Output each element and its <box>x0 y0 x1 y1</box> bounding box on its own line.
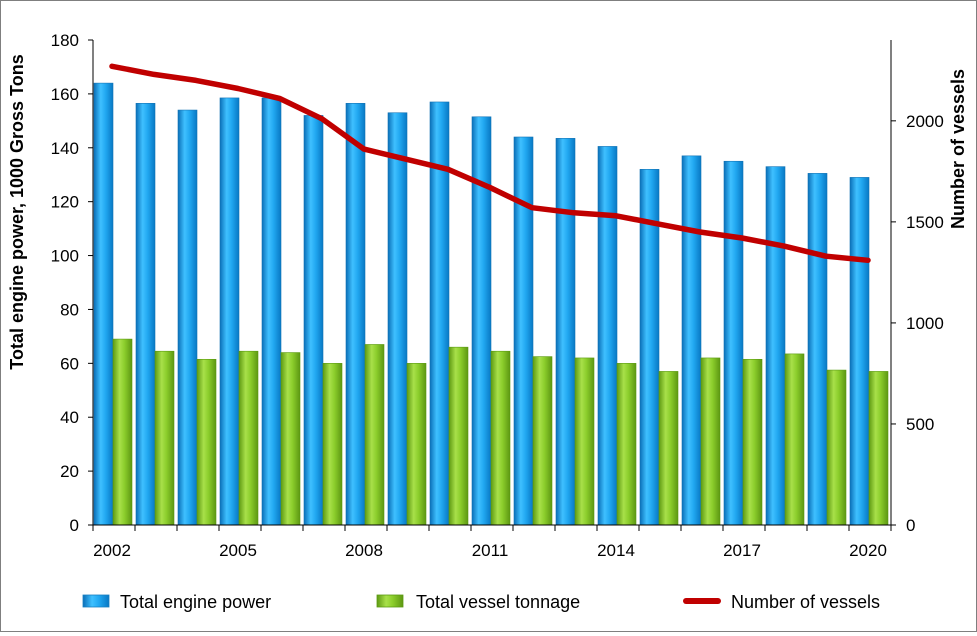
bar-total-engine-power <box>514 137 533 525</box>
bar-total-engine-power <box>598 146 617 525</box>
bar-total-engine-power <box>766 167 785 525</box>
y-axis-left-tick-label: 180 <box>51 31 79 50</box>
y-axis-left-tick-label: 160 <box>51 85 79 104</box>
bar-total-vessel-tonnage <box>701 358 720 525</box>
y-axis-left-tick-label: 20 <box>60 462 79 481</box>
legend-label-vessel-tonnage: Total vessel tonnage <box>416 592 580 612</box>
bar-total-vessel-tonnage <box>491 351 510 525</box>
bar-total-engine-power <box>304 115 323 525</box>
bar-total-engine-power <box>136 103 155 525</box>
bar-total-vessel-tonnage <box>323 363 342 525</box>
legend-swatch-engine-power <box>83 595 109 607</box>
y-axis-left-tick-label: 60 <box>60 354 79 373</box>
bar-total-engine-power <box>808 173 827 525</box>
bar-total-engine-power <box>388 113 407 525</box>
bar-total-vessel-tonnage <box>365 344 384 525</box>
bar-total-engine-power <box>682 156 701 525</box>
y-axis-left-tick-label: 120 <box>51 193 79 212</box>
bar-total-vessel-tonnage <box>239 351 258 525</box>
bar-total-engine-power <box>850 177 869 525</box>
bar-total-vessel-tonnage <box>197 359 216 525</box>
legend-label-number-of-vessels: Number of vessels <box>731 592 880 612</box>
x-axis-tick-label: 2014 <box>597 541 635 560</box>
bar-total-engine-power <box>556 138 575 525</box>
y-axis-right-tick-label: 1000 <box>906 314 944 333</box>
bar-total-vessel-tonnage <box>659 371 678 525</box>
x-axis-tick-label: 2011 <box>472 541 509 560</box>
y-axis-left-tick-label: 100 <box>51 247 79 266</box>
x-axis-tick-label: 2005 <box>219 541 257 560</box>
bar-total-vessel-tonnage <box>533 357 552 525</box>
bar-total-vessel-tonnage <box>281 353 300 525</box>
bar-total-vessel-tonnage <box>407 363 426 525</box>
bar-total-vessel-tonnage <box>743 359 762 525</box>
x-axis-tick-label: 2008 <box>345 541 383 560</box>
bar-total-vessel-tonnage <box>827 370 846 525</box>
y-axis-right-tick-label: 1500 <box>906 213 944 232</box>
legend-swatch-vessel-tonnage <box>377 595 403 607</box>
bar-total-engine-power <box>178 110 197 525</box>
bar-total-vessel-tonnage <box>155 351 174 525</box>
bar-total-vessel-tonnage <box>785 354 804 525</box>
x-axis-tick-label: 2017 <box>723 541 761 560</box>
y-axis-left-title: Total engine power, 1000 Gross Tons <box>7 54 27 369</box>
bar-total-engine-power <box>724 161 743 525</box>
y-axis-right-tick-label: 0 <box>906 516 915 535</box>
legend: Total engine power Total vessel tonnage … <box>83 592 880 612</box>
bar-total-engine-power <box>346 103 365 525</box>
y-axis-right-tick-label: 2000 <box>906 112 944 131</box>
bar-total-engine-power <box>94 83 113 525</box>
bar-total-vessel-tonnage <box>869 371 888 525</box>
y-axis-left-tick-label: 40 <box>60 408 79 427</box>
legend-label-engine-power: Total engine power <box>120 592 271 612</box>
y-axis-left-tick-label: 0 <box>70 516 79 535</box>
y-axis-left-tick-label: 140 <box>51 139 79 158</box>
bar-total-vessel-tonnage <box>113 339 132 525</box>
y-axis-left-tick-label: 80 <box>60 300 79 319</box>
bar-total-vessel-tonnage <box>617 363 636 525</box>
x-axis-tick-label: 2020 <box>849 541 887 560</box>
y-axis-right-tick-label: 500 <box>906 415 934 434</box>
y-axis-right-title: Number of vessels <box>948 69 968 229</box>
bar-total-vessel-tonnage <box>575 358 594 525</box>
bar-total-engine-power <box>220 98 239 525</box>
bar-total-vessel-tonnage <box>449 347 468 525</box>
bar-total-engine-power <box>262 98 281 525</box>
x-axis-tick-label: 2002 <box>93 541 131 560</box>
